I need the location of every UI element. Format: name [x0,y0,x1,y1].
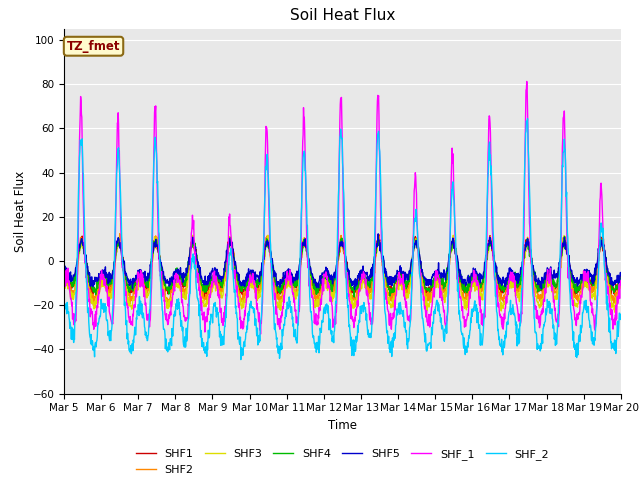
SHF2 [90,303,97,309]
SHF1 [375,232,383,238]
SHF_2 [502,328,509,334]
SHF_1 [170,286,178,291]
SHF2 [116,231,124,237]
SHF4 [184,265,191,271]
SHF_2 [524,116,531,121]
SHF_1 [257,331,264,337]
SHF4 [617,275,625,281]
Line: SHF2: SHF2 [64,234,621,306]
SHF2 [185,265,193,271]
SHF_1 [617,277,625,283]
SHF1 [502,284,510,289]
SHF_2 [170,313,178,319]
SHF5 [429,273,437,278]
SHF2 [247,273,255,279]
SHF2 [60,280,68,286]
SHF_2 [246,305,254,311]
SHF1 [60,271,68,276]
SHF5 [184,264,191,269]
SHF5 [170,269,178,275]
SHF_1 [60,277,68,283]
SHF_1 [523,79,531,84]
SHF_2 [617,312,625,318]
SHF1 [552,286,559,292]
SHF1 [170,276,178,282]
SHF3 [264,232,272,238]
SHF4 [350,294,358,300]
SHF3 [246,279,254,285]
SHF5 [351,287,358,292]
SHF_2 [60,299,68,305]
SHF3 [429,287,437,292]
Y-axis label: Soil Heat Flux: Soil Heat Flux [14,170,27,252]
SHF5 [617,273,625,278]
SHF3 [502,299,509,304]
SHF_1 [502,300,509,306]
SHF4 [502,282,509,288]
Line: SHF1: SHF1 [64,235,621,299]
SHF4 [60,274,68,279]
SHF4 [246,276,254,281]
Line: SHF5: SHF5 [64,234,621,289]
SHF3 [611,310,619,315]
SHF4 [561,234,568,240]
SHF1 [202,296,210,302]
Text: TZ_fmet: TZ_fmet [67,40,120,53]
SHF5 [552,275,559,281]
Line: SHF_2: SHF_2 [64,119,621,360]
Legend: SHF1, SHF2, SHF3, SHF4, SHF5, SHF_1, SHF_2: SHF1, SHF2, SHF3, SHF4, SHF5, SHF_1, SHF… [131,445,554,479]
SHF2 [502,287,510,293]
SHF3 [60,277,68,283]
SHF1 [246,276,254,282]
SHF_1 [184,315,191,321]
SHF5 [246,268,254,274]
SHF4 [551,282,559,288]
SHF3 [170,279,178,285]
SHF2 [552,289,559,295]
SHF_2 [552,343,559,348]
Line: SHF_1: SHF_1 [64,82,621,334]
SHF_1 [246,272,254,277]
SHF5 [502,281,510,287]
SHF_2 [429,321,437,326]
SHF1 [617,273,625,279]
Title: Soil Heat Flux: Soil Heat Flux [290,9,395,24]
Line: SHF4: SHF4 [64,237,621,297]
SHF1 [429,280,437,286]
SHF2 [172,284,179,289]
SHF3 [184,272,191,277]
SHF5 [60,269,68,275]
SHF1 [184,269,191,275]
SHF3 [551,295,559,301]
Line: SHF3: SHF3 [64,235,621,312]
SHF2 [429,290,437,296]
X-axis label: Time: Time [328,419,357,432]
SHF3 [617,279,625,285]
SHF_2 [237,357,244,362]
SHF5 [374,231,382,237]
SHF_1 [552,314,559,320]
SHF4 [429,280,437,286]
SHF2 [617,281,625,287]
SHF4 [170,276,178,282]
SHF_1 [429,289,437,295]
SHF_2 [184,321,191,326]
